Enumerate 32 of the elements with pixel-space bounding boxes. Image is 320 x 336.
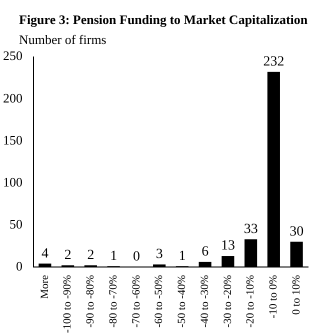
x-tick-label: -30 to -20% [222, 274, 234, 328]
data-label: 2 [64, 248, 72, 263]
data-label: 2 [87, 248, 94, 263]
x-tick-label: -70 to -60% [130, 274, 142, 328]
data-label: 232 [263, 54, 284, 70]
y-tick-label: 0 [16, 258, 22, 274]
y-tick-label: 100 [3, 174, 22, 190]
y-tick-label: 150 [3, 132, 22, 148]
y-tick-label: 50 [10, 216, 22, 232]
data-label: 13 [220, 238, 235, 254]
x-tick-label: -20 to -10% [244, 274, 257, 328]
x-tick-label: 0 to 10% [290, 274, 302, 315]
y-tick-label: 200 [3, 90, 22, 106]
data-label: 33 [244, 222, 258, 237]
x-tick-label: -60 to -50% [153, 274, 166, 328]
x-tick-label: -40 to -30% [198, 274, 211, 328]
y-axis-title: Number of firms [19, 32, 106, 48]
x-tick-label: -90 to -80% [84, 274, 97, 328]
data-label: 1 [178, 248, 186, 264]
data-label: 1 [110, 248, 118, 264]
data-label: 4 [41, 246, 48, 262]
x-tick-label: -100 to -90% [62, 274, 74, 333]
x-tick-label: More [38, 274, 51, 299]
y-tick-label: 250 [3, 48, 22, 64]
x-tick-label: -10 to 0% [268, 274, 280, 318]
data-label: 0 [132, 250, 140, 265]
data-label: 6 [202, 244, 209, 260]
data-label: 30 [290, 224, 304, 240]
data-label: 3 [156, 247, 163, 262]
x-tick-label: -50 to -40% [176, 274, 188, 328]
chart-title: Figure 3: Pension Funding to Market Capitalization [19, 12, 308, 28]
x-tick-label: -80 to -70% [107, 274, 120, 328]
